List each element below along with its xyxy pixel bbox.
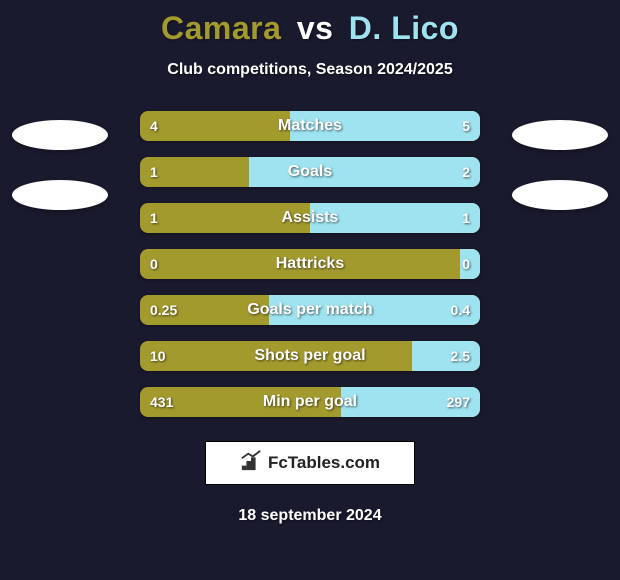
- player2-flag-placeholder: [512, 180, 608, 210]
- bar-value-left: 10: [150, 341, 166, 371]
- bar-fill-right: [249, 157, 480, 187]
- player1-flag-placeholder: [12, 180, 108, 210]
- bar-value-left: 1: [150, 203, 158, 233]
- bar-value-left: 1: [150, 157, 158, 187]
- title-player1: Camara: [161, 10, 281, 46]
- player1-badge-placeholder: [12, 120, 108, 150]
- bar-fill-right: [310, 203, 480, 233]
- branding-text: FcTables.com: [268, 453, 380, 473]
- bar-value-left: 431: [150, 387, 173, 417]
- title-vs: vs: [297, 10, 334, 46]
- bar-value-left: 4: [150, 111, 158, 141]
- bar-fill-right: [269, 295, 480, 325]
- page-title: Camara vs D. Lico: [0, 10, 620, 47]
- branding-box: FcTables.com: [205, 441, 415, 485]
- title-player2: D. Lico: [349, 10, 459, 46]
- chart-icon: [240, 450, 262, 477]
- bar-fill-right: [341, 387, 480, 417]
- bar-fill-right: [290, 111, 480, 141]
- stat-bar: Matches45: [140, 111, 480, 141]
- date-text: 18 september 2024: [0, 507, 620, 525]
- stat-bar: Assists11: [140, 203, 480, 233]
- stat-bar: Goals12: [140, 157, 480, 187]
- stat-bar: Goals per match0.250.4: [140, 295, 480, 325]
- stat-bar: Min per goal431297: [140, 387, 480, 417]
- subtitle: Club competitions, Season 2024/2025: [0, 61, 620, 79]
- stats-bars: Matches45 Goals12 Assists11 Hattricks00 Goal…: [140, 111, 480, 417]
- bar-fill-right: [412, 341, 480, 371]
- bar-value-left: 0: [150, 249, 158, 279]
- stat-bar: Hattricks00: [140, 249, 480, 279]
- left-badge-column: [12, 120, 108, 210]
- right-badge-column: [512, 120, 608, 210]
- bar-value-left: 0.25: [150, 295, 177, 325]
- bar-fill-right: [460, 249, 480, 279]
- player2-badge-placeholder: [512, 120, 608, 150]
- comparison-card: Camara vs D. Lico Club competitions, Sea…: [0, 0, 620, 580]
- stat-bar: Shots per goal102.5: [140, 341, 480, 371]
- bar-label: Hattricks: [140, 249, 480, 279]
